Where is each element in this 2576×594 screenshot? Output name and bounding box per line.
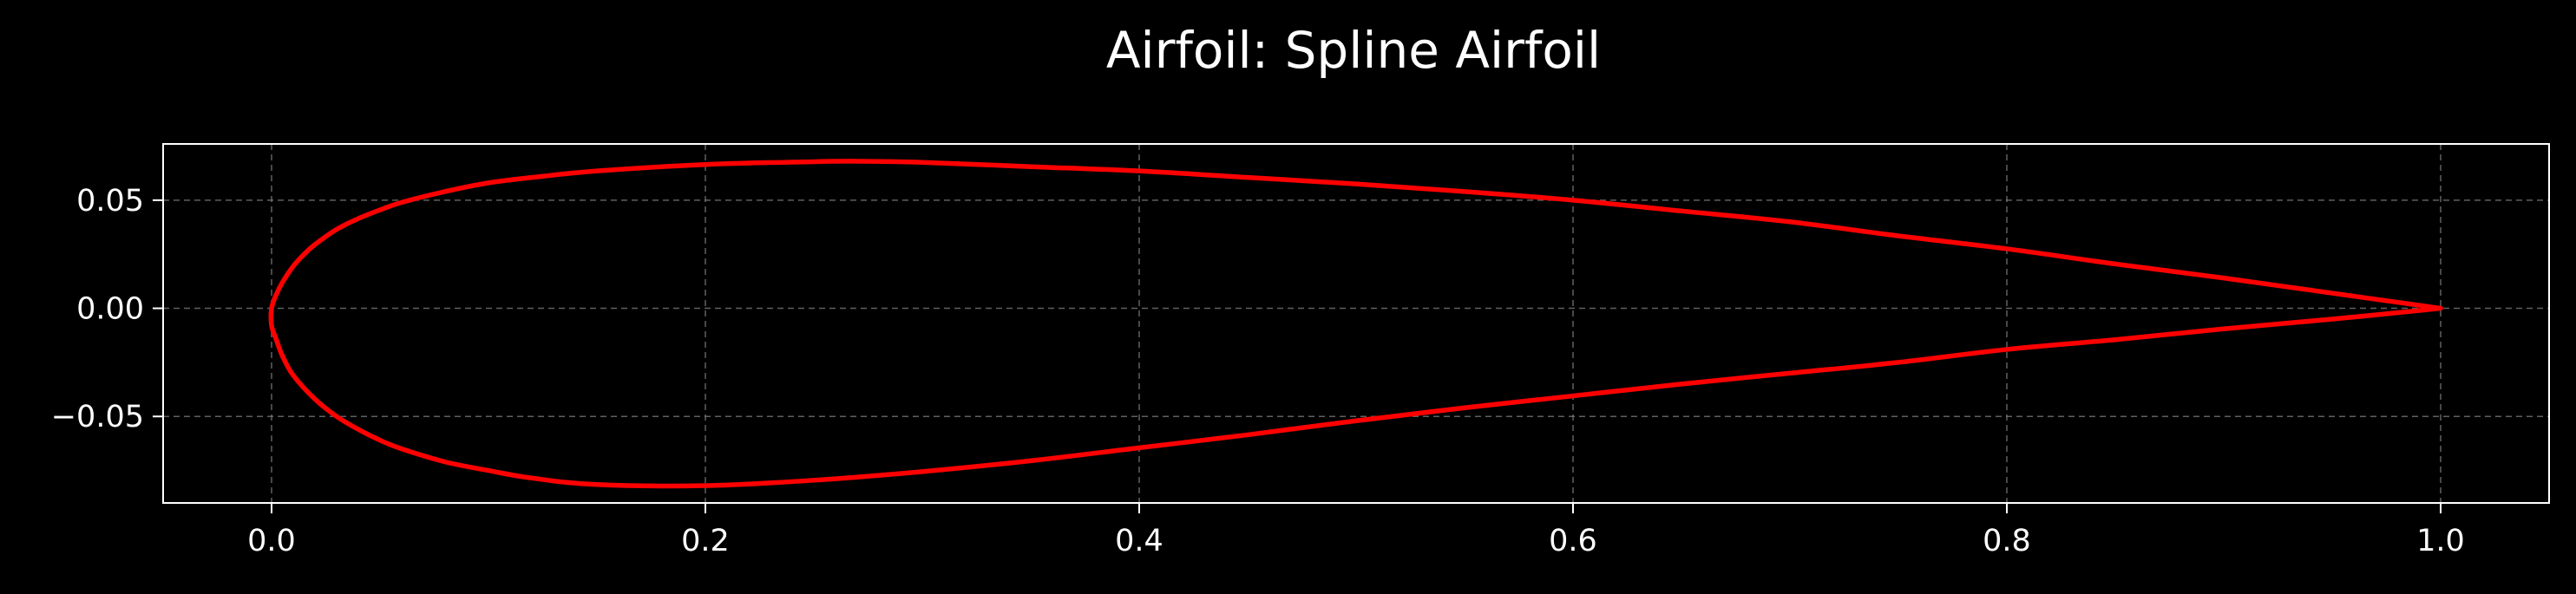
y-tick-label: −0.05 [51,400,144,434]
axes-border [162,143,2550,504]
x-tick-label: 0.0 [247,524,296,558]
plot-area: 0.0 0.2 0.4 0.6 0.8 1.0 −0.05 0.00 0.05 [51,143,2550,558]
axis-ticks: 0.0 0.2 0.4 0.6 0.8 1.0 −0.05 0.00 0.05 [51,184,2465,558]
x-tick-label: 1.0 [2416,524,2465,558]
x-tick-label: 0.6 [1549,524,1597,558]
x-tick-label: 0.2 [681,524,730,558]
chart-title: Airfoil: Spline Airfoil [1106,21,1601,80]
airfoil-series-line [268,159,2443,489]
y-tick-label: 0.05 [76,184,144,219]
grid-lines [163,144,2549,503]
y-tick-label: 0.00 [76,292,144,327]
axes-frame [162,143,2550,504]
x-tick-label: 0.8 [1983,524,2031,558]
series-group [268,159,2443,489]
x-tick-label: 0.4 [1115,524,1163,558]
